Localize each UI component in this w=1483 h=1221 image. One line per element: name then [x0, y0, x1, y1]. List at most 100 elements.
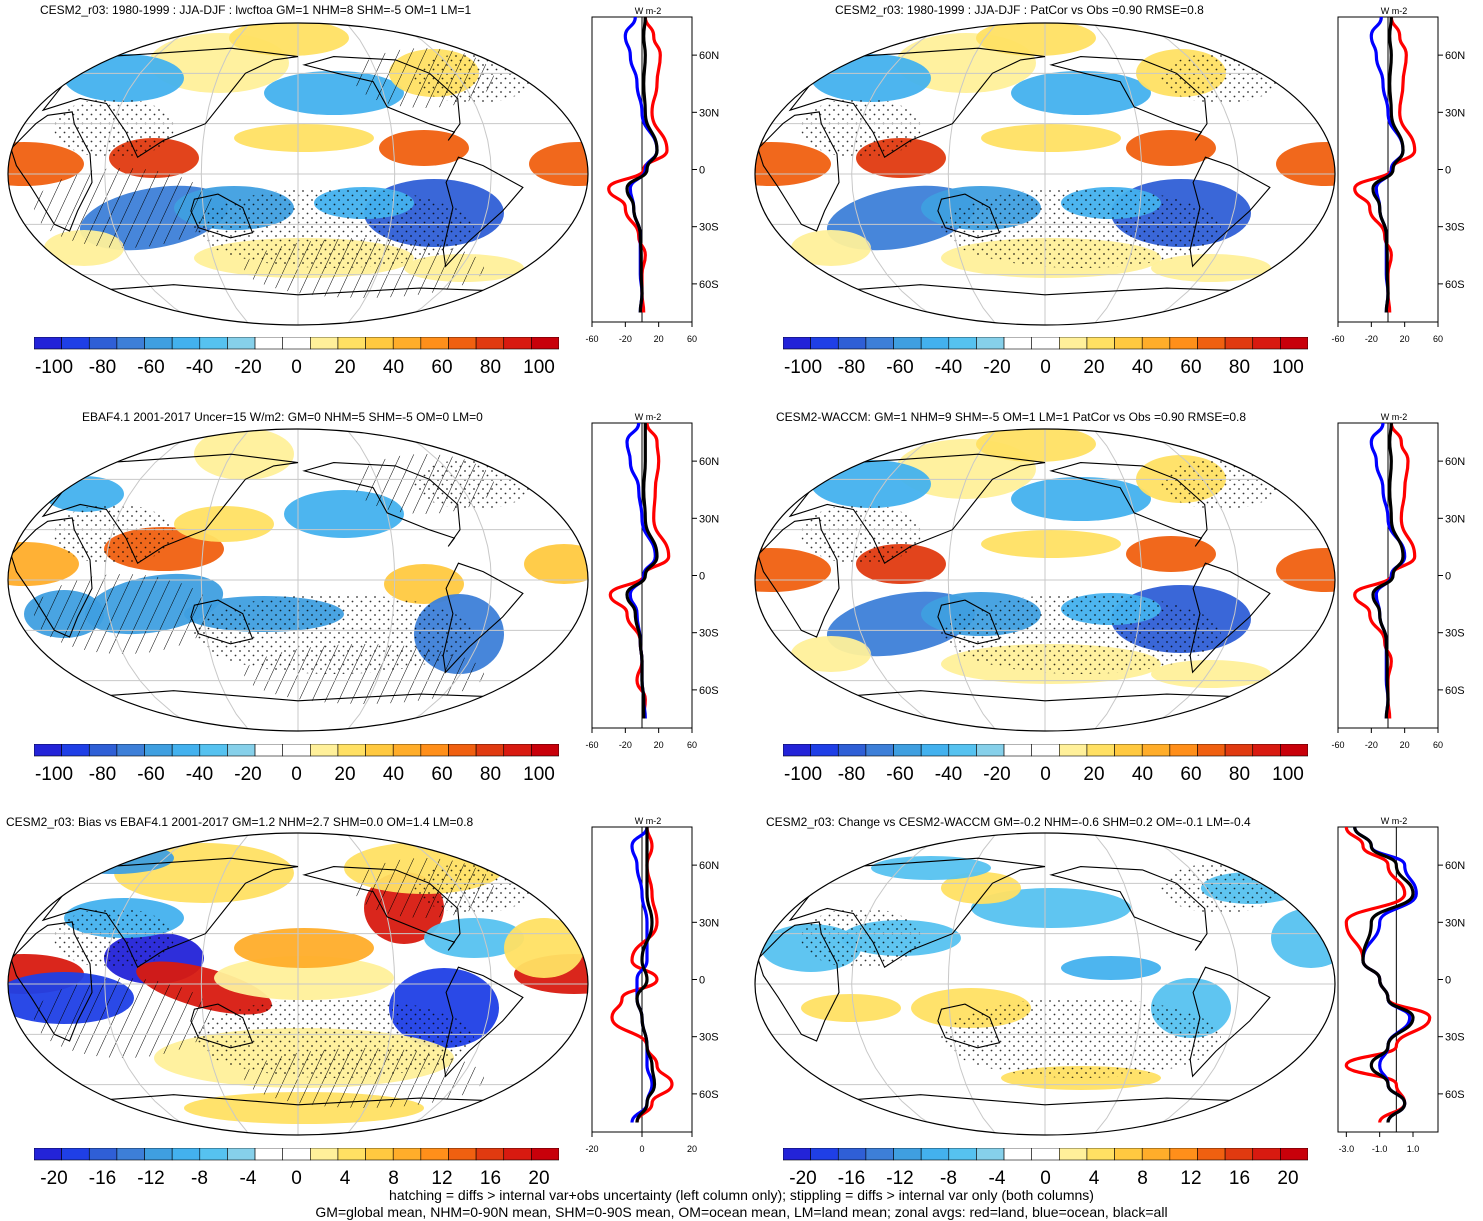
graticule-meridian: [947, 23, 998, 325]
profile-units-label: W m-2: [1381, 6, 1408, 16]
panel-4-map: [751, 424, 1339, 736]
stippling-region: [54, 504, 174, 564]
graticule-meridian: [1141, 23, 1239, 325]
field-anomaly-region: [1011, 71, 1151, 115]
coastline: [1049, 462, 1208, 547]
colorbar-swatch: [1086, 1148, 1115, 1161]
profile-lat-label: 30N: [699, 917, 719, 929]
colorbar-tick-label: 0: [291, 764, 302, 785]
colorbar-tick-label: 20: [528, 1168, 549, 1189]
colorbar-swatch: [310, 744, 339, 757]
panel-1-colorbar: -100 -80 -60 -40 -20 0 20 40 60 80 100: [34, 337, 559, 379]
colorbar-swatch: [171, 337, 201, 350]
profile-x-tick-label: 60: [1433, 334, 1443, 344]
colorbar-tick-label: -100: [784, 357, 822, 378]
field-anomaly-region: [791, 230, 871, 266]
profile-lat-label: 0: [699, 165, 705, 177]
graticule-meridian: [394, 833, 492, 1135]
profile-x-tick-label: 60: [687, 740, 697, 750]
coastline: [302, 462, 461, 547]
profile-series-all: [625, 16, 659, 313]
coastline: [830, 284, 1260, 296]
profile-lat-label: 0: [1445, 571, 1451, 583]
colorbar-tick-label: 0: [291, 357, 302, 378]
colorbar-swatch: [365, 337, 394, 350]
colorbar-swatch: [1086, 337, 1115, 350]
graticule-meridian: [345, 429, 396, 731]
panel-2-title: CESM2_r03: 1980-1999 : JJA-DJF : PatCor …: [835, 3, 1204, 17]
colorbar-swatch: [254, 1148, 283, 1161]
coastline: [937, 1003, 1001, 1049]
profile-x-tick-label: -20: [585, 1144, 598, 1154]
colorbar-swatch: [810, 744, 839, 757]
field-anomaly-region: [379, 130, 469, 166]
coastline: [41, 453, 299, 565]
footer-note-hatching: hatching = diffs > internal var+obs unce…: [389, 1187, 1094, 1203]
profile-lat-label: 0: [1445, 165, 1451, 177]
colorbar-tick-label: -100: [35, 764, 73, 785]
profile-lat-label: 60N: [1445, 860, 1465, 872]
hatching-region: [244, 238, 484, 298]
coastline: [442, 562, 524, 674]
profile-lat-label: 30S: [699, 222, 719, 234]
profile-series-land: [1353, 422, 1417, 719]
stippling-region: [54, 98, 174, 158]
map-border: [754, 832, 1336, 1136]
field-anomaly-region: [811, 54, 931, 102]
field-anomaly-region: [755, 142, 831, 186]
colorbar-swatch: [1141, 337, 1171, 350]
colorbar-swatch: [199, 744, 228, 757]
hatching-region: [244, 1048, 484, 1108]
graticule-meridian: [947, 429, 998, 731]
coastline: [1189, 966, 1271, 1078]
graticule-meridian: [1092, 429, 1143, 731]
colorbar-swatch: [448, 744, 477, 757]
coastline: [830, 1094, 1260, 1106]
colorbar-swatch: [920, 1148, 950, 1161]
colorbar-tick-label: 40: [383, 357, 404, 378]
profile-series-ocean: [630, 826, 654, 1123]
colorbar-tick-label: 80: [480, 764, 501, 785]
colorbar-swatch: [1059, 1148, 1088, 1161]
colorbar-swatch: [976, 1148, 1005, 1161]
colorbar-swatch: [920, 744, 950, 757]
field-anomaly-region: [194, 429, 294, 480]
colorbar-swatch: [531, 1148, 559, 1161]
colorbar-tick-label: -100: [35, 357, 73, 378]
graticule-meridian: [200, 833, 251, 1135]
colorbar-swatch: [61, 744, 90, 757]
colorbar-tick-label: 20: [1083, 357, 1104, 378]
colorbar-swatch: [282, 337, 311, 350]
colorbar-swatch: [810, 1148, 839, 1161]
profile-x-tick-label: 60: [1433, 740, 1443, 750]
colorbar-swatch: [893, 1148, 922, 1161]
colorbar-tick-label: 60: [1180, 357, 1201, 378]
colorbar-tick-label: -8: [940, 1168, 957, 1189]
profile-x-tick-label: -20: [1365, 334, 1378, 344]
colorbar-swatch: [503, 744, 532, 757]
coastline: [1049, 56, 1208, 141]
coastline: [788, 857, 1046, 969]
colorbar-swatch: [116, 744, 145, 757]
colorbar-swatch: [1003, 744, 1032, 757]
colorbar-swatch: [783, 1148, 811, 1161]
colorbar-swatch: [144, 337, 173, 350]
colorbar-tick-label: 0: [1040, 1168, 1051, 1189]
colorbar-tick-label: -20: [234, 357, 261, 378]
stippling-region: [1161, 459, 1281, 509]
profile-lat-label: 60N: [699, 860, 719, 872]
colorbar-tick-label: -60: [886, 764, 913, 785]
field-anomaly-region: [234, 124, 374, 152]
profile-x-tick-label: 1.0: [1407, 1144, 1420, 1154]
colorbar-tick-label: -4: [240, 1168, 257, 1189]
field-anomaly-region: [976, 429, 1096, 462]
colorbar-tick-label: -40: [935, 357, 962, 378]
colorbar-swatch: [1114, 337, 1143, 350]
footer-note-legend: GM=global mean, NHM=0-90N mean, SHM=0-90…: [315, 1204, 1168, 1220]
field-anomaly-region: [755, 548, 831, 592]
colorbar-tick-label: 100: [523, 764, 555, 785]
profile-lat-label: 60S: [1445, 1089, 1465, 1101]
field-anomaly-region: [64, 54, 184, 102]
colorbar-tick-label: 100: [1272, 357, 1304, 378]
hatching-region: [354, 454, 494, 514]
